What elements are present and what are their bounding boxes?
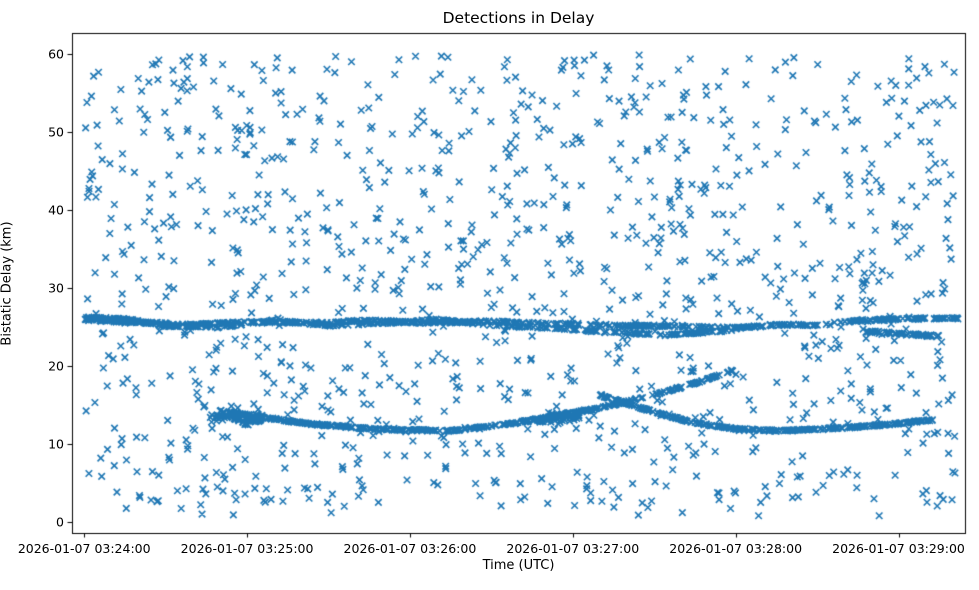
x-tick-label: 2026-01-07 03:29:00 [832,541,965,556]
y-tick-label: 40 [48,202,64,218]
y-tick-label: 50 [48,124,64,140]
y-tick-label: 0 [56,514,64,530]
x-tick-label: 2026-01-07 03:24:00 [17,541,151,556]
x-tick-label: 2026-01-07 03:26:00 [343,541,477,556]
x-tick-label: 2026-01-07 03:28:00 [669,541,803,556]
x-axis-label: Time (UTC) [482,558,555,573]
y-axis-label: Bistatic Delay (km) [0,221,15,346]
chart-title: Detections in Delay [442,9,595,27]
x-tick-label: 2026-01-07 03:25:00 [180,541,314,556]
x-tick-label: 2026-01-07 03:27:00 [506,541,640,556]
y-tick-label: 10 [48,436,64,452]
y-tick-label: 60 [48,46,64,62]
y-tick-label: 20 [48,358,64,374]
y-tick-label: 30 [48,280,64,296]
